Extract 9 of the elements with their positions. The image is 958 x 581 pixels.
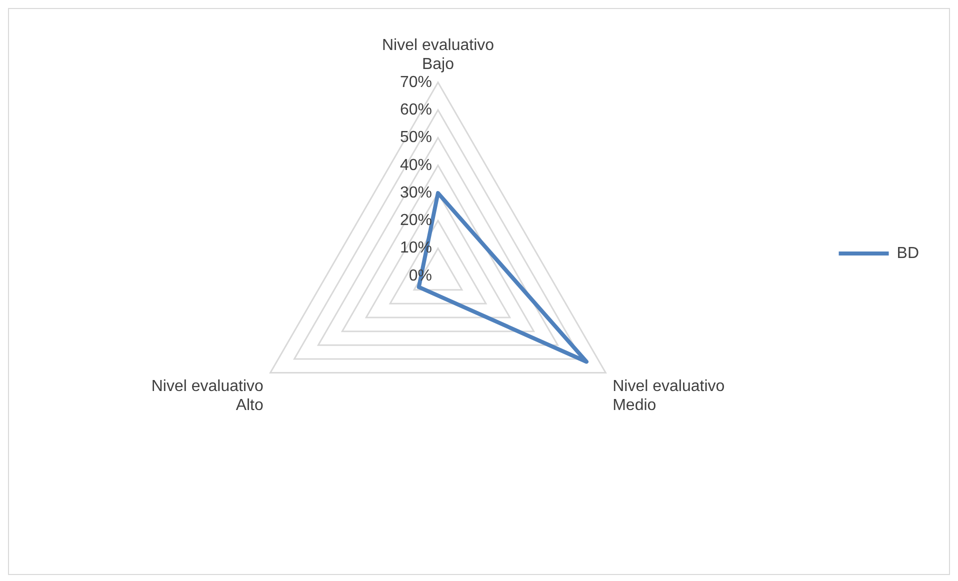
y-tick-label: 70% — [400, 74, 432, 91]
spoke-label: Nivel evaluativo Medio — [612, 378, 725, 414]
y-tick-label: 60% — [400, 101, 432, 118]
y-tick-label: 30% — [400, 184, 432, 202]
spoke-label: Nivel evaluativo Bajo — [382, 37, 494, 74]
legend-label: BD — [896, 244, 920, 262]
y-tick-label: 50% — [400, 129, 432, 146]
y-tick-label: 40% — [400, 156, 432, 174]
spoke-label: Nivel evaluativo Alto — [151, 378, 264, 414]
